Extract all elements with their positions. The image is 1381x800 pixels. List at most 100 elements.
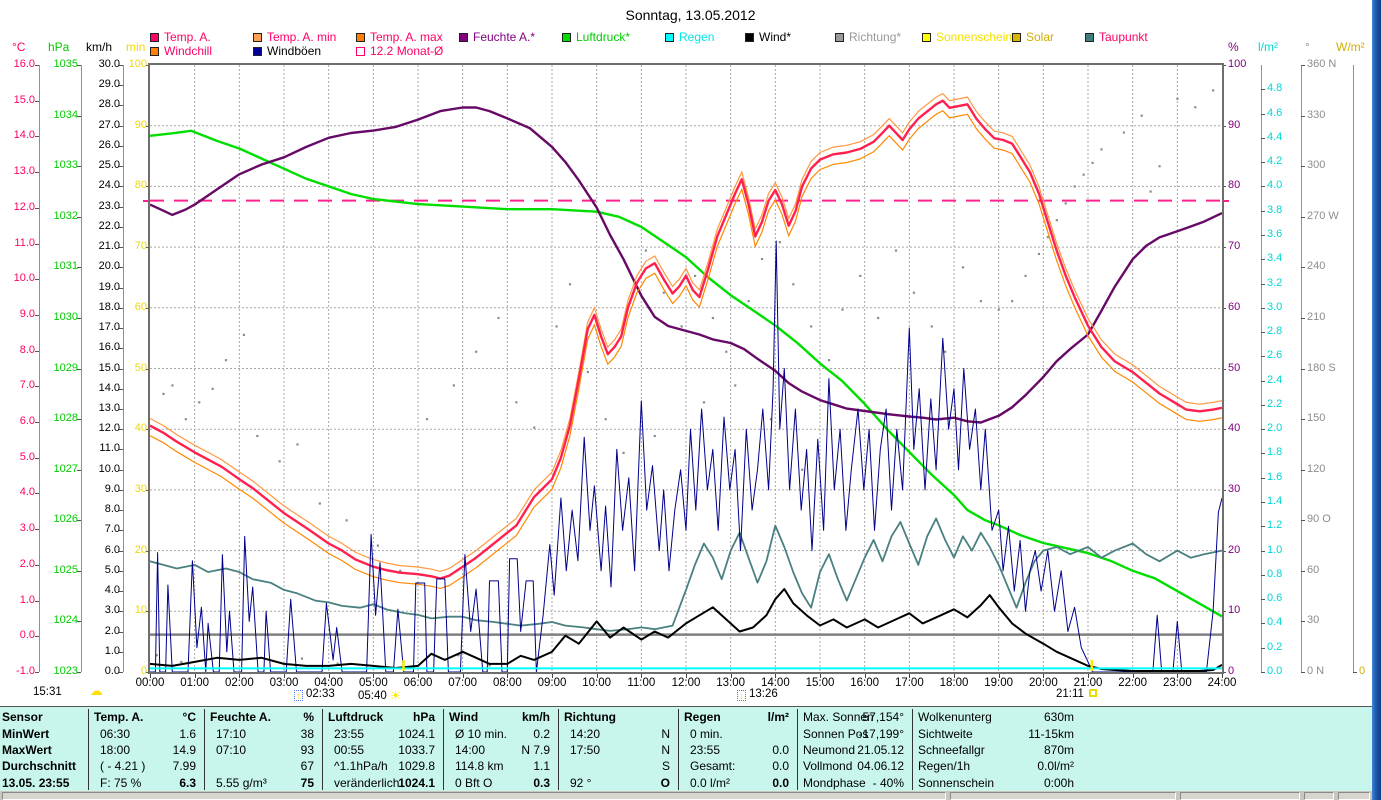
axis-label-l-m: 0.4 <box>1267 616 1283 629</box>
axis-label-l-m: 4.0 <box>1267 179 1283 192</box>
status-segment <box>1304 792 1334 800</box>
table-col-header: Richtung <box>562 709 674 725</box>
table-cell-text: 38 <box>300 727 314 741</box>
legend-swatch-luftdruck <box>562 33 571 42</box>
axis-tick <box>1222 368 1226 370</box>
table-cell-row: S <box>562 758 674 774</box>
axis-label-l-m: 2.4 <box>1267 373 1283 386</box>
table-col-info-1: Max. Sonnen 57,154° Sonnen Pos -17,199° Neum… <box>801 707 908 792</box>
wind-direction-dot <box>877 316 880 320</box>
wind-direction-dot <box>778 241 781 244</box>
axis-label-l-m: 4.8 <box>1267 82 1283 95</box>
axis-label-km-h: 10.0 <box>98 462 120 475</box>
axis-label-km-h: 8.0 <box>104 503 120 516</box>
axis-tick <box>1261 259 1265 261</box>
table-cell-text: F: 75 % <box>100 776 142 790</box>
table-info-text: Sonnen Pos <box>803 727 869 741</box>
wind-direction-dot <box>1100 148 1103 151</box>
legend-item-regen: Regen <box>665 31 714 44</box>
axis-tick <box>35 207 39 209</box>
table-row-label: 13.05. 23:55 <box>2 776 70 790</box>
wind-direction-dot <box>488 664 491 667</box>
legend-swatch-temp-a-max <box>356 33 365 42</box>
wind-direction-dot <box>318 502 321 505</box>
table-info-text: -17,199° <box>858 727 905 741</box>
wind-direction-dot <box>171 384 174 387</box>
wind-direction-dot <box>224 359 228 362</box>
table-cell-row: 18:00 14.9 <box>92 742 200 758</box>
table-info-text: - 40% <box>872 776 904 790</box>
axis-unit-w-m: W/m² <box>1336 40 1365 54</box>
axis-label-: 360 N <box>1307 58 1337 71</box>
table-info-row: Mondphase - 40% <box>801 775 908 791</box>
axis-unit-km-h: km/h <box>86 40 113 54</box>
axis-tick <box>119 408 123 410</box>
axis-tick <box>119 247 123 249</box>
cloud-icon: ☁ <box>89 683 103 698</box>
axis-label-c: -1.0 <box>16 665 35 678</box>
x-axis-tick <box>507 674 509 678</box>
table-cell-text: N <box>661 743 670 757</box>
axis-label-min: 90 <box>134 118 147 131</box>
axis-label-km-h: 4.0 <box>104 584 120 597</box>
axis-label-: 90 <box>1228 118 1241 131</box>
status-segment <box>1338 792 1370 800</box>
table-info-text: 04.06.12 <box>857 759 904 773</box>
x-axis-tick <box>820 674 821 678</box>
axis-tick <box>1261 380 1265 382</box>
axis-label-km-h: 14.0 <box>98 381 120 394</box>
legend-swatch-wind <box>745 33 754 42</box>
series-feuchte-a <box>150 106 1222 424</box>
table-cell-row: 23:55 1024.1 <box>326 726 439 742</box>
table-header-text: Regen <box>684 710 721 724</box>
axis-tick <box>1261 307 1265 309</box>
axis-label-km-h: 24.0 <box>98 179 120 192</box>
status-bar <box>0 791 1381 800</box>
wind-direction-dot <box>622 451 625 455</box>
wind-direction-dot <box>604 418 607 421</box>
wind-direction-dot <box>747 300 750 303</box>
x-axis-tick <box>1088 674 1089 678</box>
wind-direction-dot <box>345 519 348 522</box>
axis-label-c: 15.0 <box>13 93 35 106</box>
axis-tick <box>1261 477 1265 479</box>
axis-tick <box>119 267 123 269</box>
table-cell-text: 0.3 <box>533 776 550 790</box>
axis-label-km-h: 1.0 <box>104 644 120 657</box>
wind-direction-dot <box>1082 173 1085 176</box>
monthly-avg-tick-left <box>143 200 148 202</box>
table-cell-text: 00:55 <box>334 743 365 757</box>
table-cell-row: ^1.1hPa/h 1029.8 <box>326 758 439 774</box>
axis-label-c: 14.0 <box>13 129 35 142</box>
plot-frame <box>148 63 1224 674</box>
axis-label-min: 80 <box>134 179 147 192</box>
axis-label-l-m: 4.2 <box>1267 155 1283 168</box>
axis-tick <box>1261 550 1265 552</box>
table-cell-text: N 7.9 <box>521 743 550 757</box>
axis-label-: 60 <box>1307 563 1320 576</box>
table-cell-text: 0.0 l/m² <box>690 776 731 790</box>
axis-unit-hpa: hPa <box>48 40 70 54</box>
axis-tick <box>1301 621 1305 623</box>
legend-swatch-12-2-monat <box>356 47 365 56</box>
axis-label-km-h: 25.0 <box>98 159 120 172</box>
legend-item-richtung: Richtung* <box>835 31 901 44</box>
table-info-text: Regen/1h <box>918 759 971 773</box>
axis-unit-l-m: l/m² <box>1258 40 1278 54</box>
table-header-text: Feuchte A. <box>210 710 271 724</box>
axis-label-hpa: 1025 <box>53 563 78 576</box>
axis-label-km-h: 7.0 <box>104 523 120 536</box>
wind-direction-dot <box>725 350 728 353</box>
x-axis-tick <box>596 674 598 678</box>
table-cell-row: 92 ° O <box>562 775 674 791</box>
axis-tick <box>35 314 39 316</box>
table-cell-row: 07:10 93 <box>208 742 318 758</box>
axis-label-km-h: 16.0 <box>98 341 120 354</box>
axis-tick <box>35 457 39 459</box>
axis-tick <box>1261 332 1265 334</box>
wind-direction-dot <box>278 460 281 463</box>
legend-label: Temp. A. max <box>370 30 443 44</box>
table-col-header: Temp. A. °C <box>92 709 200 725</box>
legend-swatch-richtung <box>835 33 844 42</box>
legend-label: Richtung* <box>849 30 902 44</box>
